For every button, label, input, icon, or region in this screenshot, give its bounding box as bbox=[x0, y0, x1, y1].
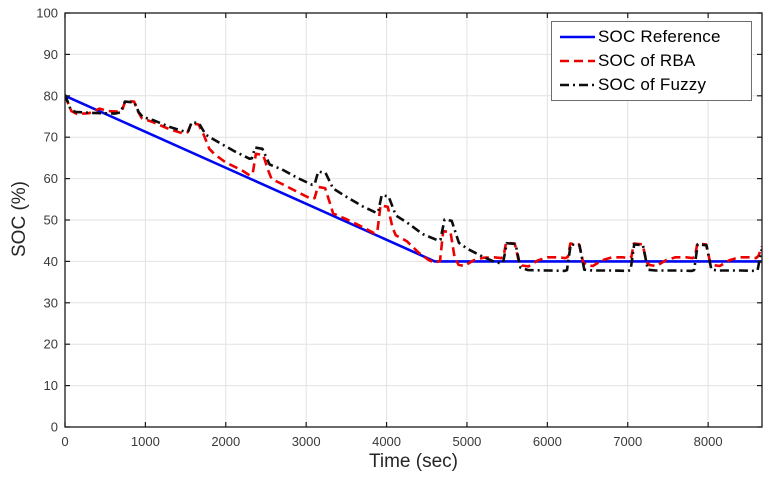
legend-line-sample-solid bbox=[560, 35, 595, 39]
y-tick-label: 70 bbox=[44, 130, 58, 145]
legend-line-sample-dashdot bbox=[560, 83, 595, 87]
y-tick-label: 100 bbox=[36, 6, 58, 21]
legend: SOC Reference SOC of RBA SOC of Fuzzy bbox=[551, 21, 752, 101]
legend-label: SOC of RBA bbox=[598, 51, 696, 70]
x-tick-label: 5000 bbox=[452, 434, 481, 449]
legend-line-sample-dashed bbox=[560, 59, 595, 63]
x-tick-label: 0 bbox=[61, 434, 68, 449]
y-tick-label: 20 bbox=[44, 337, 58, 352]
y-axis-label: SOC (%) bbox=[9, 181, 30, 257]
series-line-soc-reference bbox=[65, 94, 762, 263]
y-tick-label: 40 bbox=[44, 254, 58, 269]
x-tick-label: 8000 bbox=[694, 434, 723, 449]
y-tick-label: 80 bbox=[44, 88, 58, 103]
series-line-soc-of-fuzzy bbox=[65, 94, 762, 273]
y-tick-label: 60 bbox=[44, 171, 58, 186]
series-group bbox=[65, 94, 762, 273]
series-line-soc-of-rba bbox=[65, 95, 762, 268]
x-tick-label: 1000 bbox=[131, 434, 160, 449]
y-tick-label: 30 bbox=[44, 295, 58, 310]
x-tick-label: 2000 bbox=[211, 434, 240, 449]
x-tick-label: 6000 bbox=[533, 434, 562, 449]
x-tick-label: 4000 bbox=[372, 434, 401, 449]
legend-label: SOC of Fuzzy bbox=[598, 75, 707, 94]
legend-label: SOC Reference bbox=[598, 27, 721, 46]
x-tick-label: 3000 bbox=[292, 434, 321, 449]
legend-item-soc-reference: SOC Reference bbox=[552, 25, 751, 49]
x-tick-label: 7000 bbox=[613, 434, 642, 449]
y-tick-label: 90 bbox=[44, 47, 58, 62]
legend-item-soc-of-fuzzy: SOC of Fuzzy bbox=[552, 73, 751, 97]
legend-item-soc-of-rba: SOC of RBA bbox=[552, 49, 751, 73]
y-tick-label: 50 bbox=[44, 213, 58, 228]
y-tick-label: 10 bbox=[44, 378, 58, 393]
y-tick-label: 0 bbox=[51, 420, 58, 435]
x-axis-label: Time (sec) bbox=[368, 451, 459, 472]
